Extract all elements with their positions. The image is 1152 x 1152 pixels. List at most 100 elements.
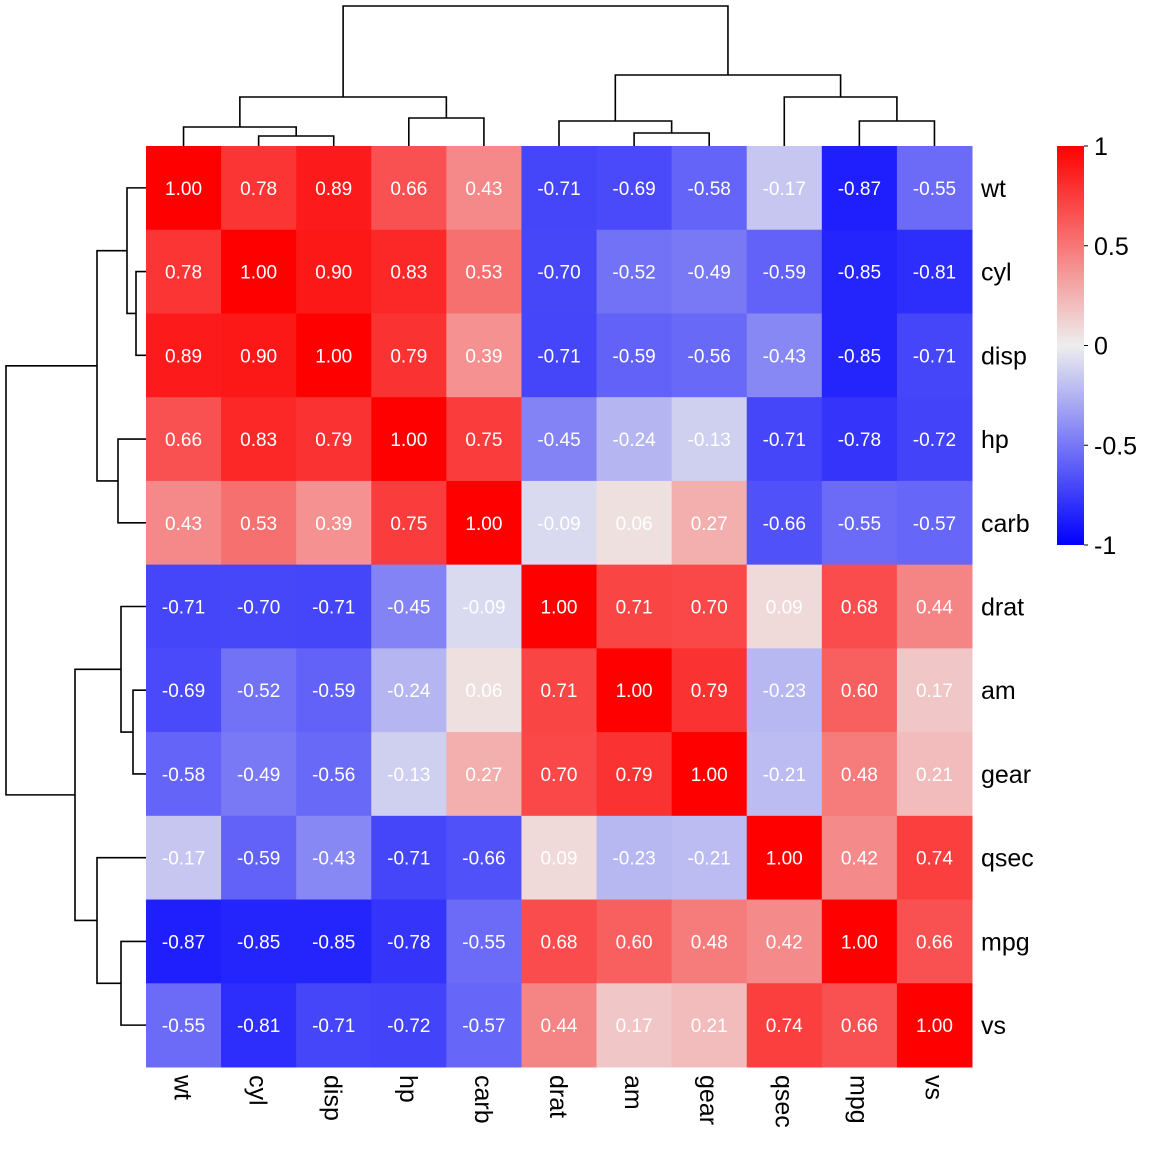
heatmap-cell-gear-drat <box>521 732 598 817</box>
heatmap-cell-mpg-wt <box>146 899 222 984</box>
cell-value-label: 1.00 <box>165 179 202 200</box>
heatmap-cells: 1.00 0.78 0.89 0.66 0.43 -0.71 -0.69 -0.58 -0.17… <box>146 146 973 1068</box>
cell-value-label: 0.89 <box>165 346 202 367</box>
cell-value-label: -0.59 <box>312 681 355 702</box>
heatmap-cell-qsec-wt <box>146 815 222 901</box>
cell-value-label: -0.69 <box>612 179 655 200</box>
cell-value-label: 0.42 <box>841 849 878 870</box>
column-dendrogram <box>182 5 936 146</box>
heatmap-cell-disp-disp <box>296 313 372 398</box>
cell-value-label: 1.00 <box>240 263 277 284</box>
cell-value-label: 0.53 <box>465 263 502 284</box>
heatmap-cell-qsec-mpg <box>821 815 898 901</box>
cell-value-label: -0.87 <box>838 179 881 200</box>
cell-value-label: -0.52 <box>237 681 280 702</box>
heatmap-cell-disp-hp <box>371 313 447 398</box>
cell-value-label: 1.00 <box>691 765 728 786</box>
cell-value-label: -0.70 <box>237 598 280 619</box>
heatmap-cell-qsec-cyl <box>221 815 297 901</box>
cell-value-label: -0.87 <box>162 932 205 953</box>
heatmap-cell-carb-hp <box>371 480 447 566</box>
heatmap-cell-wt-hp <box>371 146 447 231</box>
cell-value-label: -0.70 <box>537 263 580 284</box>
heatmap-cell-drat-vs <box>896 564 973 649</box>
heatmap-cell-hp-disp <box>296 397 372 482</box>
cell-value-label: -0.59 <box>612 346 655 367</box>
cell-value-label: 0.44 <box>541 1016 578 1037</box>
heatmap-cell-disp-mpg <box>821 313 898 398</box>
heatmap-cell-am-disp <box>296 648 372 733</box>
cell-value-label: -0.49 <box>688 263 731 284</box>
heatmap-cell-disp-drat <box>521 313 598 398</box>
heatmap-cell-hp-drat <box>521 397 598 482</box>
cell-value-label: 0.60 <box>841 681 878 702</box>
heatmap-cell-carb-wt <box>146 480 222 566</box>
heatmap-cell-am-mpg <box>821 648 898 733</box>
column-label-am: am <box>619 1075 647 1110</box>
heatmap-cell-disp-qsec <box>746 313 823 398</box>
cell-value-label: 0.43 <box>165 514 202 535</box>
heatmap-cell-drat-qsec <box>746 564 823 649</box>
heatmap-cell-gear-vs <box>896 732 973 817</box>
cell-value-label: -0.55 <box>162 1016 205 1037</box>
heatmap-cell-mpg-disp <box>296 899 372 984</box>
cell-value-label: -0.55 <box>838 514 881 535</box>
row-label-carb: carb <box>981 510 1030 538</box>
cell-value-label: 0.71 <box>616 598 653 619</box>
heatmap-cell-hp-carb <box>446 397 522 482</box>
cell-value-label: -0.71 <box>537 346 580 367</box>
heatmap-cell-mpg-hp <box>371 899 447 984</box>
row-label-hp: hp <box>981 426 1009 454</box>
cell-value-label: 0.79 <box>616 765 653 786</box>
cell-value-label: 0.70 <box>541 765 578 786</box>
cell-value-label: 0.60 <box>616 932 653 953</box>
heatmap-cell-mpg-mpg <box>821 899 898 984</box>
cell-value-label: 0.44 <box>916 598 953 619</box>
column-label-vs: vs <box>919 1075 947 1100</box>
cell-value-label: -0.59 <box>763 263 806 284</box>
heatmap-cell-hp-vs <box>896 397 973 482</box>
heatmap-cell-vs-vs <box>896 983 973 1068</box>
cell-value-label: -0.17 <box>162 849 205 870</box>
heatmap-cell-mpg-drat <box>521 899 598 984</box>
cell-value-label: -0.71 <box>913 346 956 367</box>
heatmap-cell-disp-carb <box>446 313 522 398</box>
heatmap-cell-cyl-am <box>596 229 673 314</box>
cell-value-label: 0.66 <box>916 932 953 953</box>
cell-value-label: -0.17 <box>763 179 806 200</box>
cell-value-label: -0.45 <box>387 598 430 619</box>
cell-value-label: 0.53 <box>240 514 277 535</box>
heatmap-cell-am-carb <box>446 648 522 733</box>
cell-value-label: 0.06 <box>616 514 653 535</box>
heatmap-cell-wt-disp <box>296 146 372 231</box>
heatmap-cell-am-vs <box>896 648 973 733</box>
cell-value-label: 0.68 <box>841 598 878 619</box>
row-label-gear: gear <box>981 761 1031 789</box>
cell-value-label: 1.00 <box>390 430 427 451</box>
cell-value-label: -0.71 <box>387 849 430 870</box>
heatmap-cell-cyl-carb <box>446 229 522 314</box>
color-legend: 1 0.5 0 -0.5 -1 <box>1057 133 1137 560</box>
heatmap-cell-qsec-vs <box>896 815 973 901</box>
heatmap-cell-drat-hp <box>371 564 447 649</box>
row-label-qsec: qsec <box>981 845 1034 873</box>
column-label-qsec: qsec <box>769 1075 797 1128</box>
cell-value-label: -0.09 <box>462 598 505 619</box>
heatmap-cell-gear-qsec <box>746 732 823 817</box>
cell-value-label: -0.55 <box>913 179 956 200</box>
heatmap-cell-am-wt <box>146 648 222 733</box>
cell-value-label: 0.79 <box>390 346 427 367</box>
cell-value-label: -0.78 <box>387 932 430 953</box>
cell-value-label: -0.58 <box>162 765 205 786</box>
heatmap-cell-am-hp <box>371 648 447 733</box>
heatmap-cell-qsec-qsec <box>746 815 823 901</box>
heatmap-cell-wt-carb <box>446 146 522 231</box>
heatmap-cell-am-qsec <box>746 648 823 733</box>
cell-value-label: -0.49 <box>237 765 280 786</box>
legend-tick-label: 0 <box>1094 333 1108 361</box>
cell-value-label: 0.78 <box>240 179 277 200</box>
heatmap-cell-drat-mpg <box>821 564 898 649</box>
row-label-disp: disp <box>981 342 1027 370</box>
heatmap-cell-gear-hp <box>371 732 447 817</box>
legend-tick-label: -1 <box>1094 532 1116 560</box>
